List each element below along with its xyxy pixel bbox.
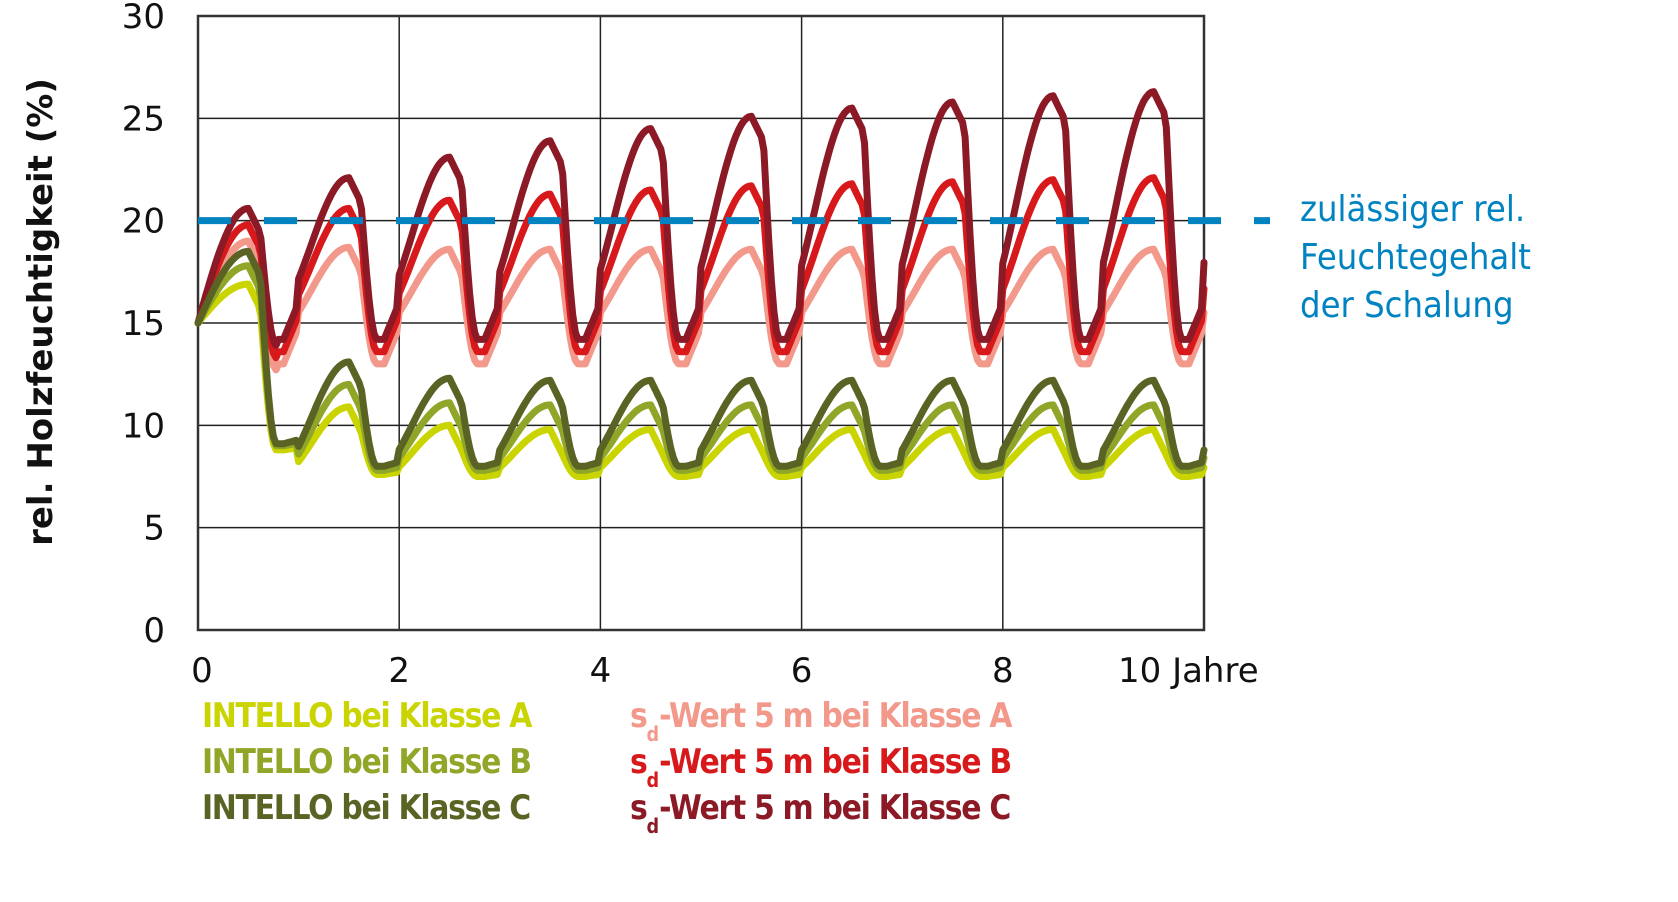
x-tick-label: 4 bbox=[590, 651, 612, 691]
x-tick-label: 0 bbox=[191, 651, 213, 691]
series-line bbox=[194, 247, 1208, 470]
x-tick-label: 6 bbox=[791, 651, 813, 691]
x-tick-label: 2 bbox=[388, 651, 410, 691]
reference-line-annotation: zulässiger rel. Feuchtegehalt der Schalu… bbox=[1300, 186, 1557, 330]
annotation-line-2: Feuchtegehalt bbox=[1300, 237, 1531, 278]
legend-item-sd-a: sd-Wert 5 m bei Klasse A bbox=[630, 696, 1012, 746]
legend-item-intello-b: INTELLO bei Klasse B bbox=[202, 742, 532, 782]
y-tick-label: 10 bbox=[122, 406, 165, 446]
legend-item-intello-a: INTELLO bei Klasse A bbox=[202, 696, 532, 736]
y-axis-ticks: 0 5 10 15 20 25 30 bbox=[122, 0, 165, 651]
legend-item-intello-c: INTELLO bei Klasse C bbox=[202, 788, 531, 828]
y-axis-label: rel. Holzfeuchtigkeit (%) bbox=[21, 78, 61, 546]
y-tick-label: 5 bbox=[143, 509, 165, 549]
series-line bbox=[194, 88, 1208, 349]
series-layer bbox=[194, 88, 1208, 480]
x-tick-label: 8 bbox=[992, 651, 1014, 691]
legend-item-sd-c: sd-Wert 5 m bei Klasse C bbox=[630, 788, 1011, 838]
y-tick-label: 25 bbox=[122, 99, 165, 139]
y-tick-label: 20 bbox=[122, 202, 165, 242]
legend-item-sd-b: sd-Wert 5 m bei Klasse B bbox=[630, 742, 1012, 792]
x-tick-label: 10 Jahre bbox=[1118, 651, 1259, 691]
y-tick-label: 0 bbox=[143, 611, 165, 651]
y-tick-label: 15 bbox=[122, 304, 165, 344]
annotation-line-1: zulässiger rel. bbox=[1300, 189, 1526, 230]
y-tick-label: 30 bbox=[122, 0, 165, 37]
annotation-line-3: der Schalung bbox=[1300, 285, 1514, 326]
x-axis-ticks: 0 2 4 6 8 10 Jahre bbox=[191, 651, 1258, 691]
